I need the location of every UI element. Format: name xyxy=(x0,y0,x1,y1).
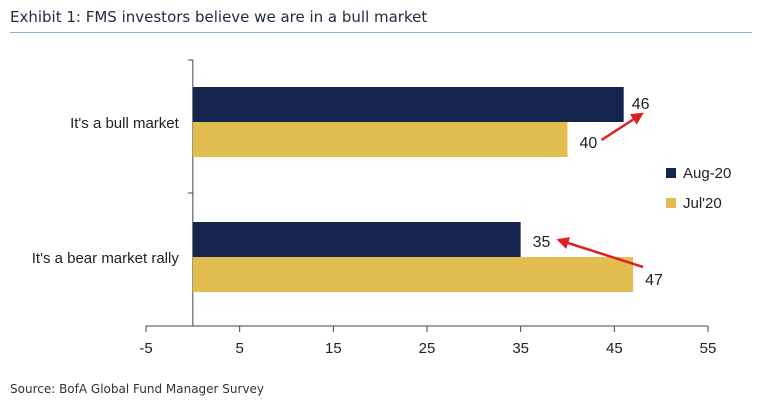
chart-title: Exhibit 1: FMS investors believe we are … xyxy=(10,8,428,26)
bar-jul20 xyxy=(192,257,634,292)
x-tick-label: -5 xyxy=(139,340,152,357)
title-rule xyxy=(10,32,752,33)
x-tick-label: 55 xyxy=(700,340,717,357)
x-tick-label: 5 xyxy=(235,340,243,357)
legend-label: Aug-20 xyxy=(683,165,731,182)
x-tick-label: 25 xyxy=(419,340,436,357)
legend-swatch xyxy=(666,168,676,178)
change-arrow xyxy=(600,112,644,142)
data-label-jul20: 40 xyxy=(580,135,598,152)
legend-swatch xyxy=(666,198,676,208)
x-tick-label: 45 xyxy=(606,340,623,357)
data-label-aug20: 46 xyxy=(632,96,650,113)
bar-jul20 xyxy=(192,122,568,157)
bar-aug20 xyxy=(192,87,624,122)
category-label: It's a bull market xyxy=(70,115,180,132)
category-label: It's a bear market rally xyxy=(32,250,180,267)
source-note: Source: BofA Global Fund Manager Survey xyxy=(10,382,265,396)
data-label-jul20: 47 xyxy=(645,272,663,289)
x-tick-label: 15 xyxy=(325,340,342,357)
bar-aug20 xyxy=(192,222,521,257)
change-arrow xyxy=(556,237,644,269)
legend-label: Jul'20 xyxy=(683,195,722,212)
x-tick-label: 35 xyxy=(512,340,529,357)
data-label-aug20: 35 xyxy=(533,234,551,251)
